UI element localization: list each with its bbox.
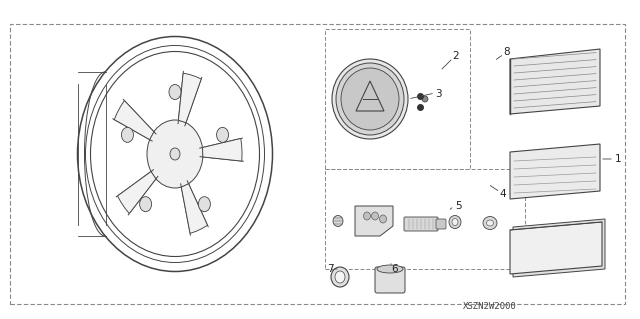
Polygon shape [510,222,602,274]
Ellipse shape [380,215,387,223]
Ellipse shape [122,127,134,142]
FancyBboxPatch shape [375,267,405,293]
Ellipse shape [364,212,371,220]
Polygon shape [118,172,156,213]
Ellipse shape [216,127,228,142]
Ellipse shape [170,148,180,160]
Ellipse shape [377,265,403,273]
Polygon shape [355,206,393,236]
Ellipse shape [486,220,493,226]
Text: 5: 5 [454,201,461,211]
Ellipse shape [371,212,378,220]
Text: 8: 8 [504,47,510,57]
Ellipse shape [147,120,203,188]
Ellipse shape [331,267,349,287]
Bar [10,24,625,304]
Text: XSZN2W2000: XSZN2W2000 [463,302,517,311]
Polygon shape [510,144,600,199]
Ellipse shape [422,96,428,102]
Text: 1: 1 [614,154,621,164]
Ellipse shape [169,85,181,100]
Ellipse shape [483,217,497,229]
Ellipse shape [333,216,343,226]
Polygon shape [179,73,201,123]
Bar [325,29,470,169]
Ellipse shape [335,271,345,283]
Text: 3: 3 [435,89,442,99]
Ellipse shape [341,68,399,130]
Text: 4: 4 [500,189,506,199]
Ellipse shape [452,219,458,226]
Polygon shape [181,184,207,234]
Text: 6: 6 [392,264,398,274]
Text: 7: 7 [326,264,333,274]
Ellipse shape [332,59,408,139]
Text: 2: 2 [452,51,460,61]
Bar [325,169,525,269]
Polygon shape [510,49,600,114]
Ellipse shape [198,197,211,212]
Ellipse shape [449,216,461,228]
FancyBboxPatch shape [436,219,446,229]
FancyBboxPatch shape [404,217,438,231]
Polygon shape [114,100,154,140]
Polygon shape [202,138,242,161]
Polygon shape [513,219,605,277]
Ellipse shape [336,63,404,135]
Ellipse shape [140,197,152,212]
